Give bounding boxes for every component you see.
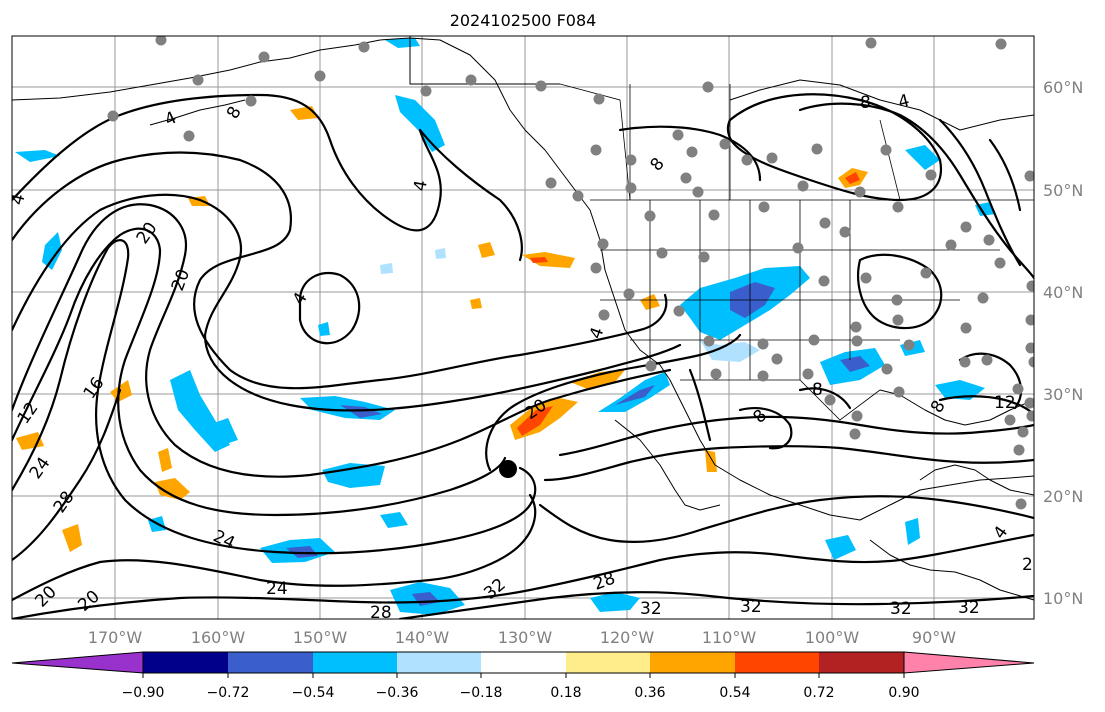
lon-label: 130°W	[498, 628, 553, 647]
lon-label: 90°W	[912, 628, 956, 647]
lon-label: 110°W	[702, 628, 757, 647]
contour-label: 32	[640, 599, 662, 619]
colorbar-bin	[313, 652, 397, 673]
colorbar-bin	[397, 652, 481, 673]
colorbar-tick-label: −0.36	[376, 685, 419, 701]
lon-label: 140°W	[395, 628, 450, 647]
colorbar-extend-low	[11, 651, 144, 674]
contour-label: 24	[266, 579, 288, 599]
map-title: 2024102500 F084	[450, 11, 597, 30]
contour-label: 4	[410, 179, 432, 193]
colorbar-tick-label: −0.18	[460, 685, 503, 701]
station-dots	[107, 36, 1034, 510]
shaded-field	[15, 38, 996, 615]
storm-center-marker	[499, 460, 517, 478]
colorbar-tick-label: −0.54	[292, 685, 335, 701]
colorbar-bin	[650, 652, 735, 673]
colorbar-extend-high	[903, 651, 1035, 674]
contour-label: 28	[370, 603, 392, 623]
contour-label: 12	[994, 393, 1016, 413]
lat-label: 40°N	[1043, 283, 1083, 302]
lat-label: 20°N	[1043, 487, 1083, 506]
lon-label: 150°W	[293, 628, 348, 647]
colorbar-bin	[481, 652, 566, 673]
contour-label: 4	[896, 91, 912, 113]
lat-label: 50°N	[1043, 181, 1083, 200]
colorbar-tick-label: 0.54	[719, 685, 750, 701]
contours	[12, 93, 1034, 619]
colorbar-tick-label: 0.36	[634, 685, 665, 701]
map-frame	[11, 35, 1035, 620]
colorbar-tick-label: 0.72	[803, 685, 834, 701]
colorbar: −0.90 −0.72 −0.54 −0.36 −0.18 0.18 0.36 …	[11, 651, 1035, 701]
contour-label: 2	[1022, 555, 1033, 575]
map-panel: 4 4 4 4 4 4 8 8 8 8 8 8 12 12 16 20 20 2…	[12, 36, 1034, 623]
colorbar-tick-label: 0.90	[888, 685, 919, 701]
contour-label: 32	[958, 598, 980, 618]
colorbar-bin	[566, 652, 650, 673]
colorbar-tick-label: 0.18	[550, 685, 581, 701]
lat-label: 60°N	[1043, 78, 1083, 97]
colorbar-bin	[143, 652, 228, 673]
colorbar-tick-label: −0.90	[122, 685, 165, 701]
colorbar-tick-label: −0.72	[207, 685, 250, 701]
colorbar-bin	[735, 652, 819, 673]
lon-label: 100°W	[805, 628, 860, 647]
contour-label: 32	[890, 599, 912, 619]
colorbar-frame	[142, 651, 905, 674]
lat-label: 10°N	[1043, 589, 1083, 608]
lon-label: 160°W	[191, 628, 246, 647]
contour-label: 8	[812, 380, 823, 400]
colorbar-bin	[819, 652, 904, 673]
contour-label: 8	[860, 93, 871, 113]
latitude-labels: 60°N 50°N 40°N 30°N 20°N 10°N	[1043, 78, 1083, 608]
lon-label: 170°W	[88, 628, 143, 647]
lon-label: 120°W	[600, 628, 655, 647]
contour-label: 32	[740, 597, 762, 617]
colorbar-ticks	[142, 673, 905, 678]
longitude-labels: 170°W 160°W 150°W 140°W 130°W 120°W 110°…	[88, 628, 956, 647]
colorbar-bin	[228, 652, 313, 673]
lat-label: 30°N	[1043, 385, 1083, 404]
